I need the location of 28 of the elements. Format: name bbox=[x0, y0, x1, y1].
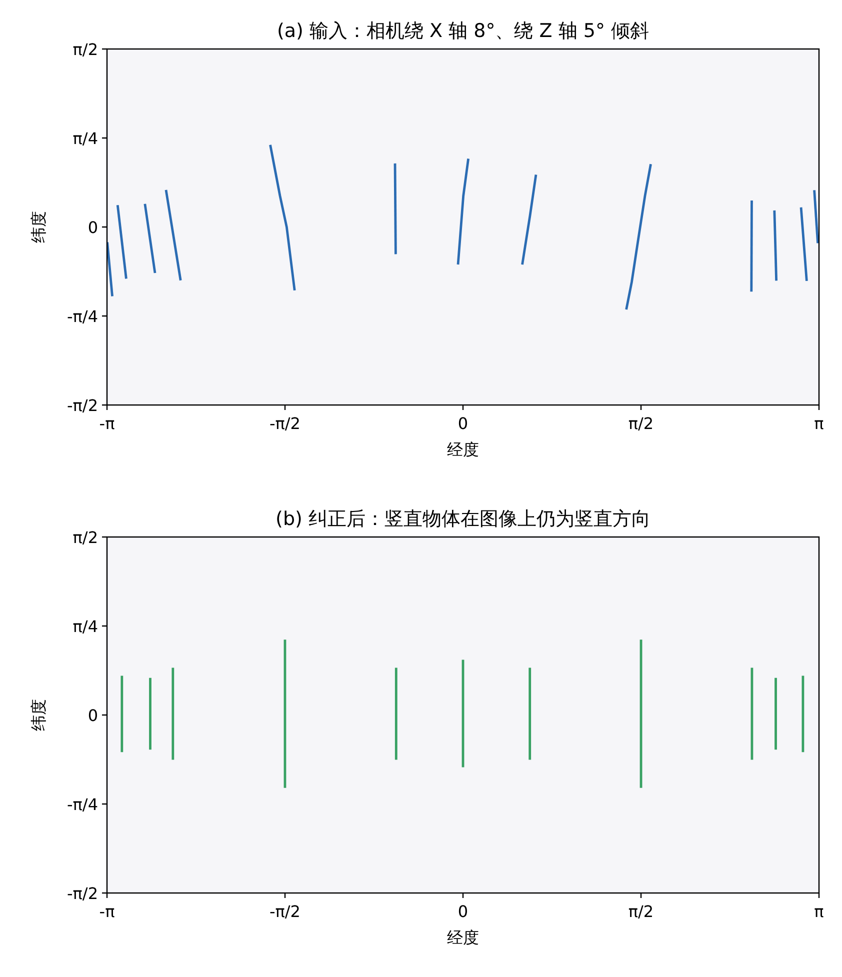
x-axis-title: 经度 bbox=[447, 928, 479, 947]
line-series bbox=[625, 162, 652, 311]
x-tick-label: -π/2 bbox=[270, 902, 300, 921]
x-tick-label: π bbox=[814, 414, 824, 433]
y-tick-label: π/4 bbox=[72, 617, 98, 636]
y-axis-title: 纬度 bbox=[29, 699, 48, 731]
x-tick-label: -π/2 bbox=[270, 414, 300, 433]
y-tick-label: -π/2 bbox=[67, 884, 98, 903]
x-tick-label: -π bbox=[99, 414, 116, 433]
y-tick-label: 0 bbox=[88, 218, 98, 237]
y-tick-label: -π/4 bbox=[67, 307, 98, 326]
y-tick-label: π/4 bbox=[72, 129, 98, 148]
chart-title: (b) 纠正后：竖直物体在图像上仍为竖直方向 bbox=[276, 508, 650, 530]
y-tick-label: -π/2 bbox=[67, 396, 98, 415]
chart-title: (a) 输入：相机绕 X 轴 8°、绕 Z 轴 5° 倾斜 bbox=[277, 20, 649, 42]
y-axis-title: 纬度 bbox=[29, 211, 48, 243]
x-tick-label: π/2 bbox=[628, 902, 654, 921]
x-tick-label: -π bbox=[99, 902, 116, 921]
y-tick-label: 0 bbox=[88, 706, 98, 725]
x-tick-label: π/2 bbox=[628, 414, 654, 433]
line-series bbox=[269, 144, 296, 292]
y-tick-label: π/2 bbox=[72, 528, 98, 547]
y-tick-label: π/2 bbox=[72, 40, 98, 59]
x-axis-title: 经度 bbox=[447, 440, 479, 459]
x-tick-label: 0 bbox=[458, 902, 468, 921]
x-tick-label: 0 bbox=[458, 414, 468, 433]
y-tick-label: -π/4 bbox=[67, 795, 98, 814]
x-tick-label: π bbox=[814, 902, 824, 921]
